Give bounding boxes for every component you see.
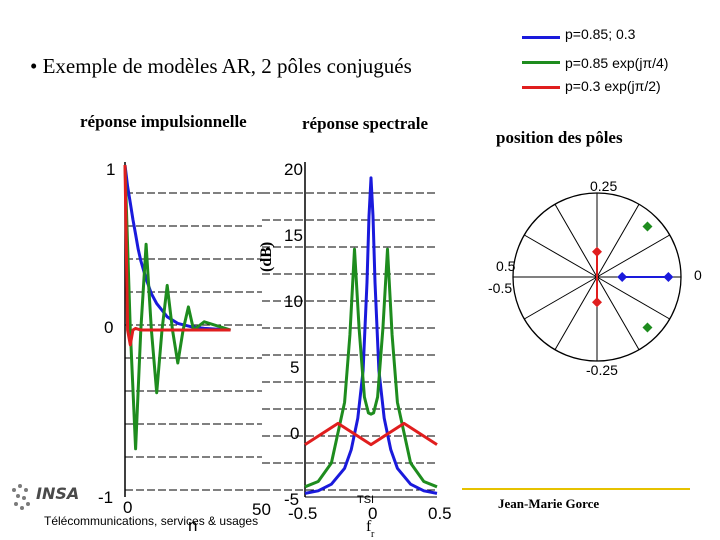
caption-impulse: réponse impulsionnelle xyxy=(80,112,247,131)
spectral-y-tick: 5 xyxy=(290,358,300,377)
spectral-y-tick: 15 xyxy=(284,226,303,245)
pole-label-right: 0 xyxy=(694,267,702,283)
spectral-series-3 xyxy=(304,421,438,447)
spectral-series-1 xyxy=(304,176,438,495)
legend-swatch-1 xyxy=(522,36,560,39)
impulse-panel xyxy=(123,162,262,497)
slide-title: • Exemple de modèles AR, 2 pôles conjugu… xyxy=(30,54,412,78)
spectral-x-label-sub: r xyxy=(371,529,375,540)
tsi-label: TSI xyxy=(357,494,375,506)
pole-marker-2 xyxy=(642,322,653,333)
pole-label-top: 0.25 xyxy=(590,178,618,194)
legend-swatch-2 xyxy=(522,61,560,64)
spectral-x-left: -0.5 xyxy=(288,504,318,523)
pole-marker-3 xyxy=(592,297,602,308)
pole-marker-2 xyxy=(642,221,653,232)
insa-logo: INSA xyxy=(8,480,79,518)
author: Jean-Marie Gorce xyxy=(498,496,600,511)
spectral-ylabel: (dB) xyxy=(258,241,275,272)
pole-marker-1 xyxy=(617,272,628,282)
impulse-series-3 xyxy=(123,164,231,347)
impulse-y-top: 1 xyxy=(106,160,116,179)
impulse-series-2 xyxy=(123,164,232,451)
impulse-y-mid: 0 xyxy=(104,318,114,337)
legend-label-2: p=0.85 exp(jπ/4) xyxy=(565,55,669,71)
legend-swatch-3 xyxy=(522,86,560,89)
pole-spoke xyxy=(524,276,598,320)
impulse-x-label: n xyxy=(188,516,198,535)
impulse-x-left: 0 xyxy=(123,498,133,517)
spectral-x-right: 0.5 xyxy=(428,504,452,523)
legend-label-3: p=0.3 exp(jπ/2) xyxy=(565,78,661,94)
pole-label-bottom: -0.25 xyxy=(586,362,618,378)
spectral-series-2 xyxy=(304,247,438,489)
pole-spoke xyxy=(524,234,598,278)
legend-label-1: p=0.85; 0.3 xyxy=(565,26,636,42)
spectral-x-mid: 0 xyxy=(368,504,378,523)
pole-label-left-pos: 0.5 xyxy=(496,258,516,274)
pole-spoke xyxy=(596,276,640,350)
spectral-y-tick: -5 xyxy=(284,490,300,509)
spectral-y-tick: 10 xyxy=(284,292,303,311)
caption-spectral: réponse spectrale xyxy=(302,114,429,133)
caption-poles: position des pôles xyxy=(496,128,623,147)
pole-spoke xyxy=(596,276,670,320)
impulse-y-bottom: -1 xyxy=(98,488,114,507)
spectral-panel xyxy=(262,162,438,498)
spectral-x-label: f xyxy=(366,518,372,535)
pole-marker-1 xyxy=(663,272,674,282)
spectral-y-tick: 20 xyxy=(284,160,303,179)
pole-marker-3 xyxy=(592,246,602,257)
spectral-y-tick: 0 xyxy=(290,424,300,443)
pole-panel xyxy=(512,192,682,362)
pole-label-left-neg: -0.5 xyxy=(488,280,513,296)
logo-text: INSA xyxy=(36,484,80,503)
impulse-x-right: 50 xyxy=(252,500,271,519)
pole-spoke xyxy=(596,234,670,278)
footer-text: Télécommunications, services & usages xyxy=(44,514,259,528)
pole-spoke xyxy=(596,204,640,278)
pole-spoke xyxy=(554,204,598,278)
pole-spoke xyxy=(554,276,598,350)
